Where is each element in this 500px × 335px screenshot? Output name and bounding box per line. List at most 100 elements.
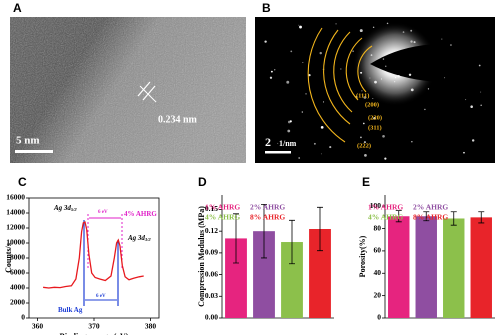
spot bbox=[363, 122, 365, 125]
x-axis-label: Binding energy (eV) bbox=[60, 332, 129, 335]
y-tick-label: 80 bbox=[374, 223, 382, 232]
legend-entry: 2% AHRG bbox=[413, 203, 448, 212]
spot bbox=[465, 99, 467, 101]
spot bbox=[478, 64, 481, 67]
spot bbox=[301, 111, 303, 113]
legend-entry: 4% AHRG bbox=[205, 213, 240, 222]
annotation: Ag 3d5/2 bbox=[53, 204, 77, 212]
spot bbox=[410, 88, 414, 92]
spot bbox=[320, 153, 322, 155]
annotation-text: Ag 3d bbox=[53, 204, 71, 212]
y-tick-label: 10000 bbox=[6, 238, 25, 247]
bar bbox=[309, 229, 331, 318]
y-tick-label: 40 bbox=[374, 268, 382, 277]
charts: C Counts/s 0 2000 4000 6000 8000 10000 12000 1400… bbox=[4, 175, 495, 335]
panel-label: D bbox=[198, 175, 207, 189]
annotation: 0.234 nm bbox=[158, 114, 198, 125]
y-tick-label: 60 bbox=[374, 246, 382, 255]
legend-entry: 8% AHRG bbox=[250, 213, 285, 222]
spot bbox=[335, 23, 337, 25]
spot bbox=[299, 25, 302, 29]
spot bbox=[380, 78, 383, 80]
annotation-sub: 3/2 bbox=[144, 237, 152, 242]
spot bbox=[397, 75, 400, 78]
spot bbox=[364, 154, 367, 157]
spot bbox=[382, 58, 385, 60]
error-bar bbox=[423, 211, 430, 222]
spot bbox=[394, 76, 397, 79]
panel-label: E bbox=[362, 175, 370, 189]
ring bbox=[307, 27, 346, 143]
y-tick-label: 0 bbox=[377, 313, 381, 322]
ring bbox=[323, 29, 351, 125]
spot bbox=[287, 129, 291, 133]
error-bar bbox=[233, 213, 239, 264]
y-axis-label: Counts/s bbox=[4, 243, 13, 273]
annotation-text: 6 eV bbox=[96, 294, 106, 299]
scale-bar-label: 2 bbox=[265, 135, 271, 149]
y-tick-label: 4000 bbox=[10, 283, 25, 292]
annotation: 6 eV bbox=[98, 210, 108, 215]
annotation: Ag 3d3/2 bbox=[127, 234, 151, 242]
annotation: Bulk Ag bbox=[58, 306, 83, 314]
spot bbox=[402, 31, 405, 33]
annotation-text: 4% AHRG bbox=[124, 210, 157, 218]
legend-entry: 8% AHRG bbox=[413, 213, 448, 222]
y-tick-label: 12000 bbox=[6, 223, 25, 232]
y-axis-label: Compression Modulus (MPa) bbox=[197, 206, 206, 307]
spot bbox=[289, 120, 292, 123]
error-bar bbox=[289, 219, 295, 265]
spot bbox=[359, 29, 363, 33]
spot bbox=[480, 91, 482, 93]
y-tick-label: 6000 bbox=[10, 268, 25, 277]
lattice-line bbox=[137, 81, 151, 97]
y-tick-label: 0.00 bbox=[205, 313, 218, 322]
spot bbox=[269, 76, 273, 79]
y-tick-label: 100 bbox=[370, 201, 382, 210]
error-bar bbox=[478, 211, 485, 224]
x-tick-label: 380 bbox=[145, 322, 157, 331]
legend-entry: 4% AHRG bbox=[368, 213, 403, 222]
panel-label: C bbox=[18, 175, 27, 189]
spot bbox=[369, 77, 371, 79]
annotation-text: Bulk Ag bbox=[58, 306, 83, 314]
ring-label: (200) bbox=[365, 101, 379, 108]
spot bbox=[424, 108, 426, 111]
y-tick-label: 0.12 bbox=[205, 226, 218, 235]
annotation-text: 6 eV bbox=[98, 210, 108, 215]
panel-label: A bbox=[13, 1, 22, 15]
error-bar bbox=[261, 204, 267, 259]
spot bbox=[372, 26, 375, 28]
spot bbox=[340, 68, 342, 70]
lattice-line bbox=[139, 85, 157, 103]
spot bbox=[410, 29, 413, 32]
error-bar bbox=[395, 210, 402, 223]
ring-label: (220) bbox=[368, 114, 382, 121]
annotation: 6 eV bbox=[96, 294, 106, 299]
spot bbox=[427, 88, 430, 90]
y-tick-label: 8000 bbox=[10, 253, 25, 262]
spot bbox=[274, 69, 276, 71]
spot bbox=[394, 81, 396, 83]
y-tick-label: 20 bbox=[374, 290, 382, 299]
spot bbox=[386, 22, 389, 25]
spot bbox=[298, 157, 301, 159]
spot bbox=[290, 50, 293, 53]
spot bbox=[329, 146, 332, 149]
spot bbox=[320, 125, 324, 129]
spot bbox=[373, 117, 376, 120]
tem-texture bbox=[10, 17, 246, 163]
annotation-text: Ag 3d bbox=[127, 234, 145, 242]
spot bbox=[323, 101, 325, 103]
error-bar bbox=[317, 206, 323, 252]
spot bbox=[360, 71, 363, 74]
spot bbox=[305, 93, 307, 95]
y-tick-label: 0.06 bbox=[205, 269, 218, 278]
spot bbox=[374, 80, 377, 84]
bar bbox=[470, 217, 492, 318]
panel-label: B bbox=[262, 1, 271, 15]
annotation-sub: 5/2 bbox=[71, 207, 78, 212]
spot bbox=[408, 73, 412, 77]
lattice-line bbox=[142, 85, 156, 101]
